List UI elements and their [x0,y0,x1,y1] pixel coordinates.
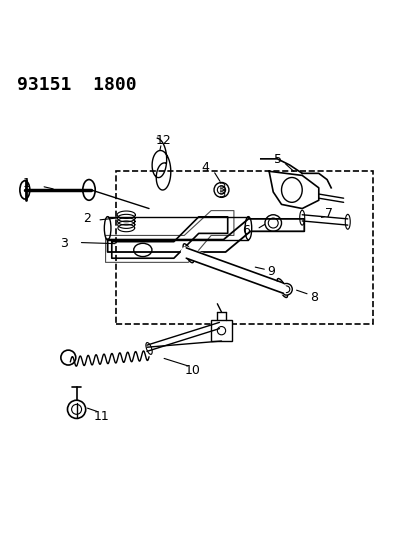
Text: 5: 5 [273,153,282,166]
Ellipse shape [183,244,193,263]
Ellipse shape [299,210,304,225]
Ellipse shape [104,216,111,240]
Ellipse shape [344,214,349,229]
Ellipse shape [20,181,30,199]
Text: 12: 12 [155,134,171,147]
Text: 11: 11 [93,410,109,423]
Ellipse shape [244,216,251,240]
Ellipse shape [280,284,292,295]
Ellipse shape [276,279,287,297]
Text: 4: 4 [200,161,209,174]
Text: 9: 9 [266,265,275,278]
Text: 7: 7 [324,207,332,220]
Text: 93151  1800: 93151 1800 [17,76,136,94]
Text: 3: 3 [60,237,68,250]
Text: 2: 2 [83,212,91,225]
Ellipse shape [83,180,95,200]
Ellipse shape [61,350,76,365]
Text: 8: 8 [309,291,317,304]
Bar [116,171,372,325]
Text: 6: 6 [242,224,250,237]
Text: 1: 1 [23,177,31,190]
Bar [211,320,231,341]
Text: 10: 10 [184,365,200,377]
